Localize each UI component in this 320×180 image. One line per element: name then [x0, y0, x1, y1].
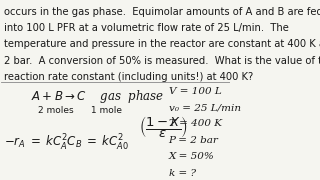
Text: $-r_A\; =\; kC_A^2C_B\; =\; kC_{A0}^2$: $-r_A\; =\; kC_A^2C_B\; =\; kC_{A0}^2$ — [4, 133, 129, 153]
Text: temperature and pressure in the reactor are constant at 400 K and: temperature and pressure in the reactor … — [4, 39, 320, 49]
Text: X = 50%: X = 50% — [169, 152, 214, 161]
Text: $A + B \rightarrow C$    gas  phase: $A + B \rightarrow C$ gas phase — [31, 88, 164, 105]
Text: 2 moles      1 mole: 2 moles 1 mole — [38, 106, 122, 115]
Text: $\left(\dfrac{1-X}{\varepsilon}\right)$: $\left(\dfrac{1-X}{\varepsilon}\right)$ — [139, 114, 188, 140]
Text: 2 bar.  A conversion of 50% is measured.  What is the value of the: 2 bar. A conversion of 50% is measured. … — [4, 56, 320, 66]
Text: v₀ = 25 L/min: v₀ = 25 L/min — [169, 103, 241, 112]
Text: T = 400 K: T = 400 K — [169, 120, 221, 129]
Text: into 100 L PFR at a volumetric flow rate of 25 L/min.  The: into 100 L PFR at a volumetric flow rate… — [4, 23, 289, 33]
Text: V = 100 L: V = 100 L — [169, 87, 221, 96]
Text: P = 2 bar: P = 2 bar — [169, 136, 219, 145]
Text: k = ?: k = ? — [169, 169, 196, 178]
Text: occurs in the gas phase.  Equimolar amounts of A and B are fed: occurs in the gas phase. Equimolar amoun… — [4, 6, 320, 17]
Text: reaction rate constant (including units!) at 400 K?: reaction rate constant (including units!… — [4, 72, 253, 82]
